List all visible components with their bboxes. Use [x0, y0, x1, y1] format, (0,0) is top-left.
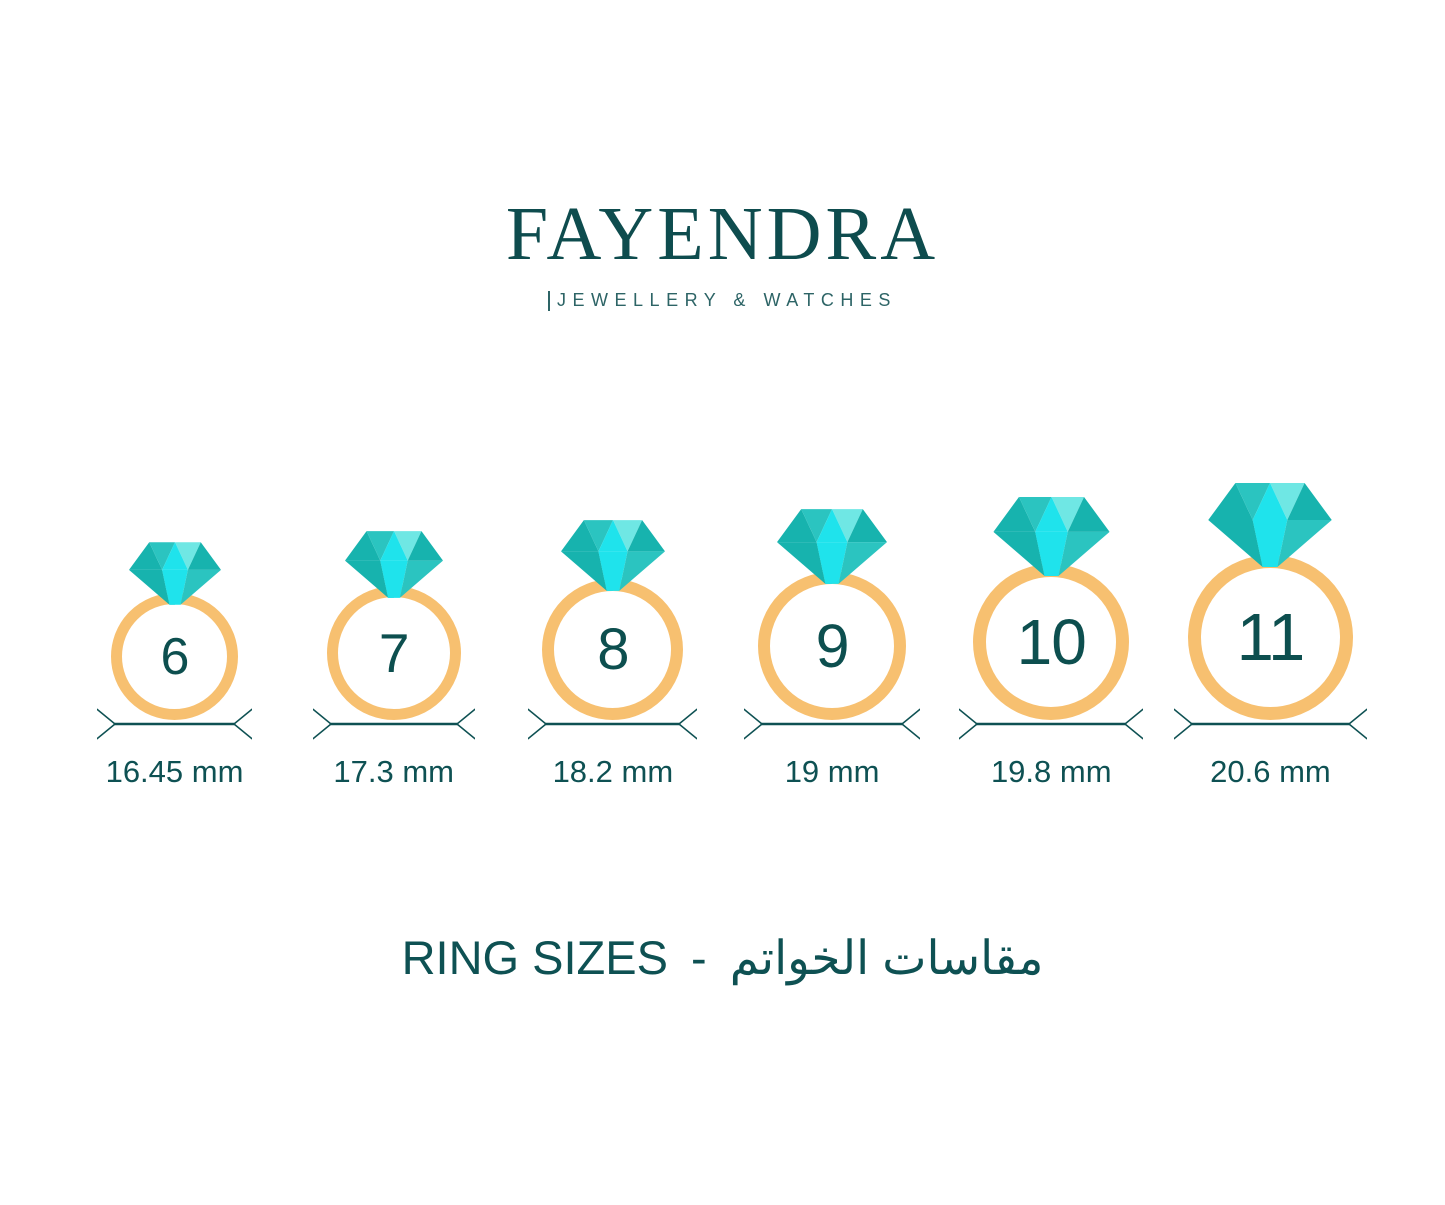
- ring-band-wrap: 9: [758, 572, 907, 720]
- brand-logo: FAYENDRA JEWELLERY & WATCHES: [0, 196, 1445, 311]
- dimension-arrow-icon: [528, 708, 698, 740]
- caption-separator: -: [691, 931, 707, 984]
- ring-size-number: 8: [597, 616, 629, 682]
- dimension-arrow-icon: [1173, 708, 1367, 740]
- ring-band-wrap: 6: [111, 593, 238, 720]
- ring-size-number: 7: [378, 621, 410, 684]
- ring-size-item: 8: [510, 520, 715, 720]
- ring-band: 11: [1187, 555, 1353, 720]
- ring-size-number: 6: [160, 627, 190, 686]
- measurement-item: 19.8 mm: [949, 706, 1154, 787]
- ring-band: 10: [973, 564, 1130, 720]
- measurement-item: 18.2 mm: [510, 706, 715, 787]
- ring-band: 9: [758, 572, 907, 720]
- ring-size-item: 7: [291, 531, 496, 720]
- caption-arabic: مقاسات الخواتم: [729, 931, 1044, 984]
- ring-size-number: 11: [1236, 600, 1306, 675]
- brand-bar-icon: [548, 290, 551, 311]
- page-title: RING SIZES - مقاسات الخواتم: [0, 930, 1445, 986]
- diamond-gem-icon: [560, 520, 665, 591]
- measurement-row: 16.45 mm 17.3 mm 18.2 mm 19 mm 19.8 mm 20.6 m…: [72, 706, 1373, 787]
- ring-band: 8: [542, 579, 684, 720]
- diameter-label: 16.45 mm: [105, 754, 244, 789]
- ring-illustration-row: 6 7 8 9 10 11: [72, 440, 1373, 720]
- ring-size-number: 9: [815, 611, 850, 680]
- measurement-item: 17.3 mm: [291, 706, 496, 787]
- diamond-gem-icon: [1208, 483, 1333, 567]
- ring-band-wrap: 10: [973, 564, 1130, 720]
- ring-band: 6: [111, 593, 238, 720]
- dimension-arrow-icon: [744, 708, 921, 740]
- ring-size-item: 11: [1168, 483, 1373, 720]
- brand-subtitle-row: JEWELLERY & WATCHES: [0, 290, 1445, 311]
- diameter-label: 19 mm: [784, 754, 880, 789]
- ring-band-wrap: 8: [542, 579, 684, 720]
- ring-band-wrap: 7: [326, 586, 461, 720]
- diameter-label: 17.3 mm: [333, 754, 454, 789]
- diameter-label: 19.8 mm: [990, 754, 1112, 789]
- caption-english: RING SIZES: [401, 931, 668, 984]
- ring-size-item: 10: [949, 497, 1154, 720]
- dimension-arrow-icon: [312, 708, 475, 740]
- brand-wordmark: FAYENDRA: [505, 192, 940, 276]
- ring-size-item: 6: [72, 542, 277, 720]
- diamond-gem-icon: [344, 531, 443, 598]
- measurement-item: 19 mm: [730, 706, 935, 787]
- ring-size-item: 9: [730, 509, 935, 720]
- diameter-label: 18.2 mm: [552, 754, 674, 789]
- ring-band: 7: [326, 586, 461, 720]
- diamond-gem-icon: [128, 542, 221, 605]
- measurement-item: 16.45 mm: [72, 706, 277, 787]
- brand-subtitle: JEWELLERY & WATCHES: [557, 290, 897, 310]
- dimension-arrow-icon: [959, 708, 1144, 740]
- diameter-label: 20.6 mm: [1210, 754, 1331, 789]
- ring-size-number: 10: [1016, 606, 1087, 678]
- ring-band-wrap: 11: [1187, 555, 1353, 720]
- diamond-gem-icon: [993, 497, 1110, 576]
- dimension-arrow-icon: [97, 708, 252, 740]
- measurement-item: 20.6 mm: [1168, 706, 1373, 787]
- diamond-gem-icon: [777, 509, 888, 584]
